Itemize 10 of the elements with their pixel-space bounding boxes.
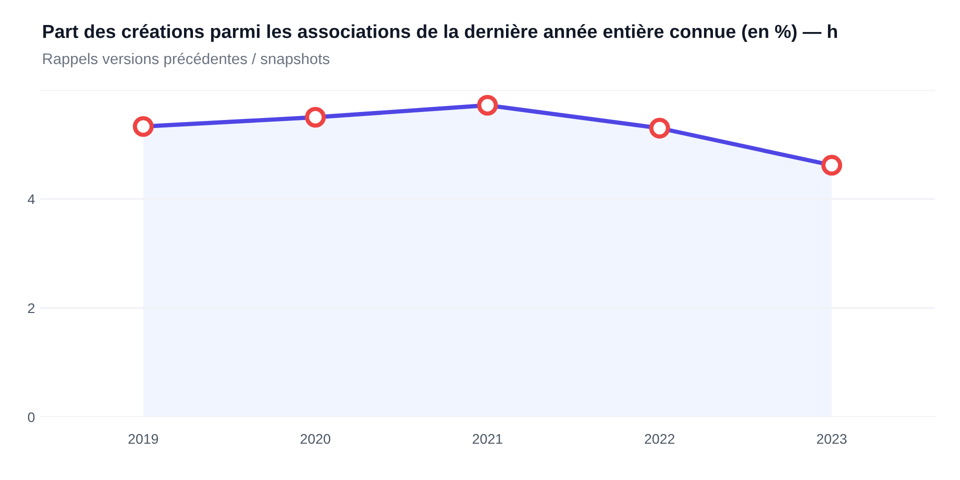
y-tick-label: 4 [28, 194, 35, 204]
x-tick-label: 2022 [644, 434, 674, 444]
chart-subtitle: Rappels versions précédentes / snapshots [43, 52, 330, 68]
x-tick-label: 2020 [300, 434, 330, 444]
y-tick-label: 0 [28, 412, 35, 422]
y-tick-label: 2 [28, 303, 34, 314]
x-tick-label: 2021 [472, 434, 502, 444]
chart-title: Part des créations parmi les associations de la dernière année entière connue (en %) — h [43, 24, 837, 42]
x-tick-label: 2023 [816, 434, 847, 444]
x-tick-label: 2019 [128, 434, 158, 444]
